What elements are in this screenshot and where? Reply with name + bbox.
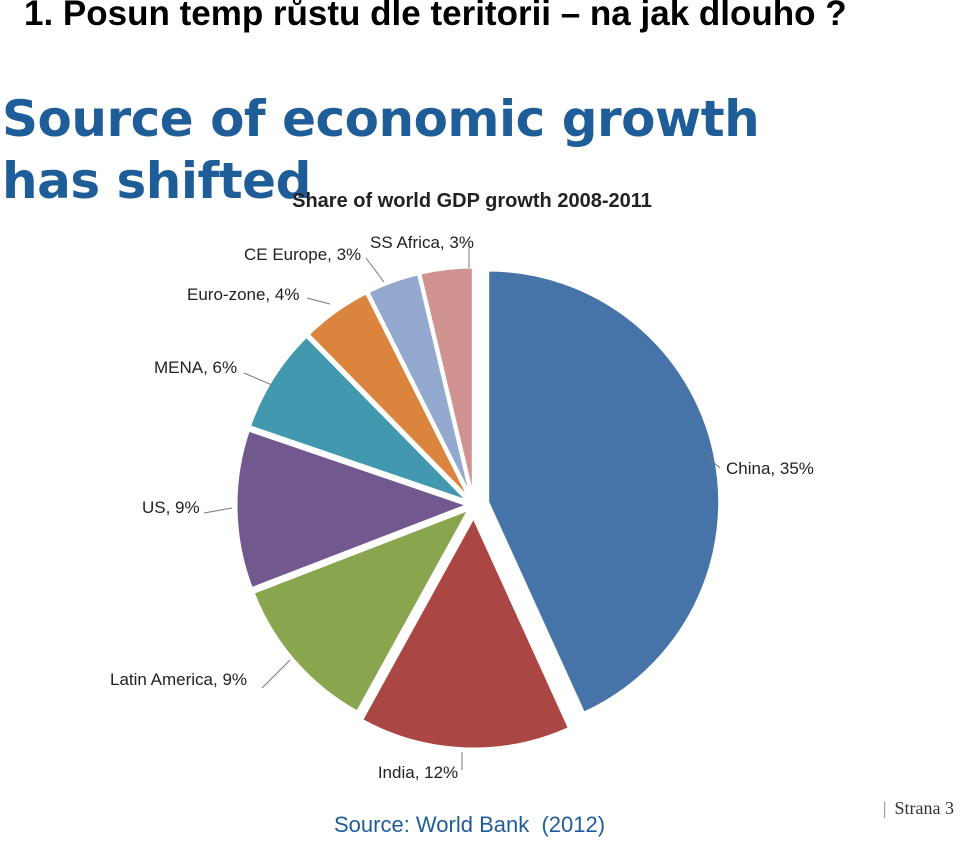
pie-slice-china (486, 268, 722, 716)
pie-slice-ss-africa (417, 265, 475, 500)
page-number-label: Strana 3 (894, 798, 954, 818)
pie-slice-euro-zone (305, 290, 472, 502)
leader-line (365, 257, 385, 283)
slice-label: Euro-zone, 4% (187, 285, 299, 304)
leader-line (306, 297, 331, 305)
slice-label: MENA, 6% (154, 358, 237, 377)
leader-line (203, 507, 233, 514)
slide-title: 1. Posun temp růstu dle teritorii – na j… (24, 0, 847, 33)
slice-label: China, 35% (726, 459, 814, 478)
pie-slice-india (359, 513, 572, 751)
leader-line (704, 454, 721, 469)
slice-label: CE Europe, 3% (244, 245, 361, 264)
source-note: Source: World Bank (2012) (334, 812, 606, 837)
slice-label: India, 12% (378, 763, 458, 782)
pie-slice-latin-america (251, 506, 473, 715)
page-number: | Strana 3 (882, 798, 954, 818)
leader-line (261, 659, 291, 689)
slice-label: Latin America, 9% (110, 670, 247, 689)
slice-label: US, 9% (142, 498, 200, 517)
headline: Source of economic growth has shifted (2, 90, 760, 210)
pie-slice-us (234, 428, 473, 591)
slice-label: SS Africa, 3% (370, 233, 474, 252)
leader-line (243, 372, 273, 386)
chart-title: Share of world GDP growth 2008-2011 (292, 190, 652, 212)
pie-slice-mena (247, 334, 470, 504)
